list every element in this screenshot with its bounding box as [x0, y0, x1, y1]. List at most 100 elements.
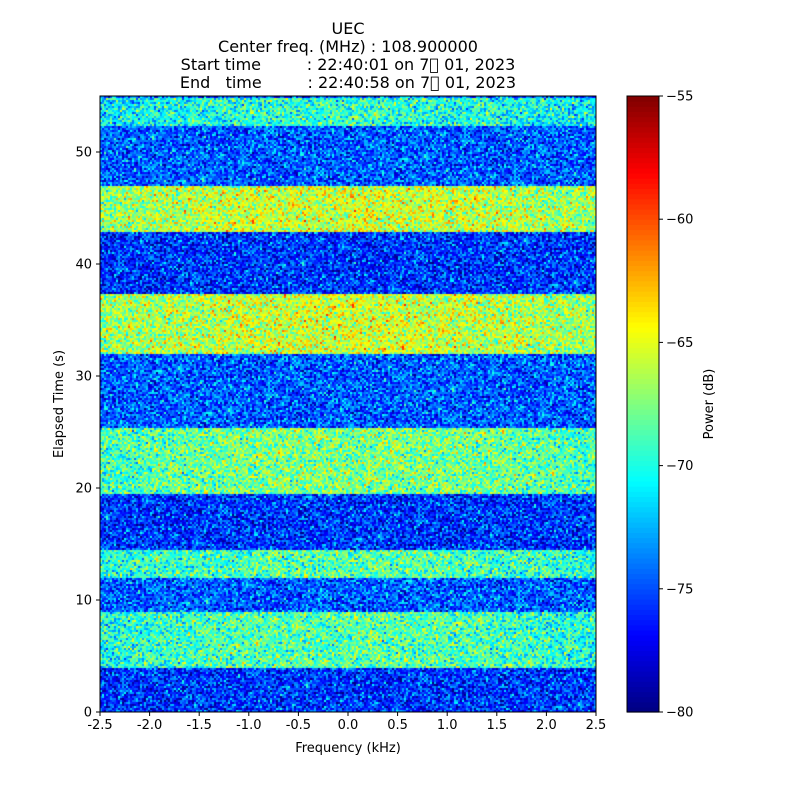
colorbar-segment — [627, 234, 659, 241]
x-axis-label: Frequency (kHz) — [295, 741, 401, 756]
colorbar-segment — [627, 583, 659, 590]
colorbar-segment — [627, 214, 659, 220]
colorbar-segment — [627, 337, 659, 343]
colorbar-segment — [627, 224, 659, 231]
colorbar-segment — [627, 147, 659, 154]
colorbar-segment — [627, 131, 659, 138]
x-tick-label: -2.5 — [87, 718, 112, 733]
colorbar-segment — [627, 429, 659, 436]
colorbar-segment — [627, 424, 659, 431]
y-axis: 0 10 20 30 40 50 — [75, 146, 100, 721]
x-tick-label: 0.0 — [338, 718, 359, 733]
colorbar-segment — [627, 321, 659, 328]
colorbar-segment — [627, 573, 659, 580]
colorbar-segment — [627, 162, 659, 169]
colorbar-segment — [627, 491, 659, 497]
colorbar-segment — [627, 516, 659, 523]
x-tick-label: 2.0 — [536, 718, 557, 733]
x-axis: -2.5 -2.0 -1.5 -1.0 -0.5 0.0 0.5 1.0 1.5 2.0 2.5 — [87, 712, 606, 733]
colorbar-segment — [627, 352, 659, 359]
colorbar-segment — [627, 270, 659, 277]
colorbar-segment — [627, 362, 659, 369]
colorbar-segment — [627, 332, 659, 338]
chart-title-block: UEC Center freq. (MHz) : 108.900000 Star… — [0, 20, 800, 92]
colorbar-segment — [627, 101, 659, 107]
colorbar-segment — [627, 619, 659, 626]
colorbar-segment — [627, 475, 659, 482]
colorbar-tick-label: −80 — [666, 706, 693, 721]
colorbar-segment — [627, 373, 659, 379]
colorbar-segment — [627, 470, 659, 477]
y-axis-label: Elapsed Time (s) — [52, 350, 67, 458]
colorbar-segment — [627, 404, 659, 410]
colorbar-segment — [627, 691, 659, 698]
colorbar-segment — [627, 121, 659, 128]
colorbar-segment — [627, 655, 659, 662]
colorbar-segment — [627, 409, 659, 415]
colorbar-segment — [627, 275, 659, 282]
colorbar-tick-label: −70 — [666, 459, 693, 474]
colorbar-segment — [627, 296, 659, 302]
x-tick-label: -1.5 — [187, 718, 212, 733]
colorbar-segment — [627, 368, 659, 374]
colorbar-segment — [627, 558, 659, 564]
colorbar-segment — [627, 665, 659, 672]
colorbar-segment — [627, 157, 659, 164]
colorbar-segment — [627, 527, 659, 533]
colorbar-segment — [627, 229, 659, 236]
colorbar-segment — [627, 250, 659, 256]
colorbar-segment — [627, 604, 659, 610]
colorbar-segment — [627, 116, 659, 123]
colorbar-segment — [627, 347, 659, 354]
colorbar-segment — [627, 511, 659, 518]
colorbar-segment — [627, 208, 659, 215]
colorbar-segment — [627, 126, 659, 133]
colorbar-segment — [627, 645, 659, 651]
x-tick-label: -2.0 — [137, 718, 162, 733]
colorbar-segment — [627, 537, 659, 544]
x-tick-label: -1.0 — [236, 718, 261, 733]
colorbar-segment — [627, 563, 659, 569]
colorbar-segment — [627, 670, 659, 677]
colorbar-segment — [627, 198, 659, 205]
colorbar-segment — [627, 542, 659, 549]
y-tick-label: 40 — [75, 258, 92, 273]
y-tick-label: 10 — [75, 594, 92, 609]
colorbar-segment — [627, 696, 659, 703]
colorbar-label: Power (dB) — [702, 369, 717, 440]
colorbar-segment — [627, 260, 659, 266]
colorbar-segment — [627, 167, 659, 174]
colorbar-segment — [627, 301, 659, 308]
colorbar-segment — [627, 588, 659, 595]
colorbar-segment — [627, 388, 659, 395]
colorbar-segment — [627, 203, 659, 210]
x-tick-label: 2.5 — [586, 718, 607, 733]
colorbar-segment — [627, 111, 659, 118]
colorbar-segment — [627, 183, 659, 189]
colorbar-segment — [627, 706, 659, 713]
colorbar-segment — [627, 681, 659, 687]
colorbar-segment — [627, 686, 659, 693]
colorbar-segment — [627, 522, 659, 528]
colorbar-segment — [627, 255, 659, 261]
colorbar-segment — [627, 280, 659, 287]
colorbar-segment — [627, 506, 659, 513]
colorbar-segment — [627, 291, 659, 297]
colorbar-segment — [627, 593, 659, 600]
colorbar-segment — [627, 419, 659, 426]
end-time-line: End time : 22:40:58 on 7  01, 2023 — [179, 73, 517, 92]
colorbar-segment — [627, 609, 659, 616]
colorbar-segment — [627, 285, 659, 292]
colorbar-segment — [627, 96, 659, 102]
colorbar-segment — [627, 439, 659, 446]
colorbar-segment — [627, 547, 659, 554]
center-frequency-line: Center freq. (MHz) : 108.900000 — [218, 37, 478, 56]
x-tick-label: -0.5 — [286, 718, 311, 733]
colorbar-segment — [627, 219, 659, 225]
colorbar-segment — [627, 342, 659, 349]
colorbar-segment — [627, 578, 659, 585]
colorbar-segment — [627, 635, 659, 641]
colorbar-segment — [627, 383, 659, 390]
colorbar-segment — [627, 496, 659, 503]
colorbar-segment — [627, 624, 659, 631]
